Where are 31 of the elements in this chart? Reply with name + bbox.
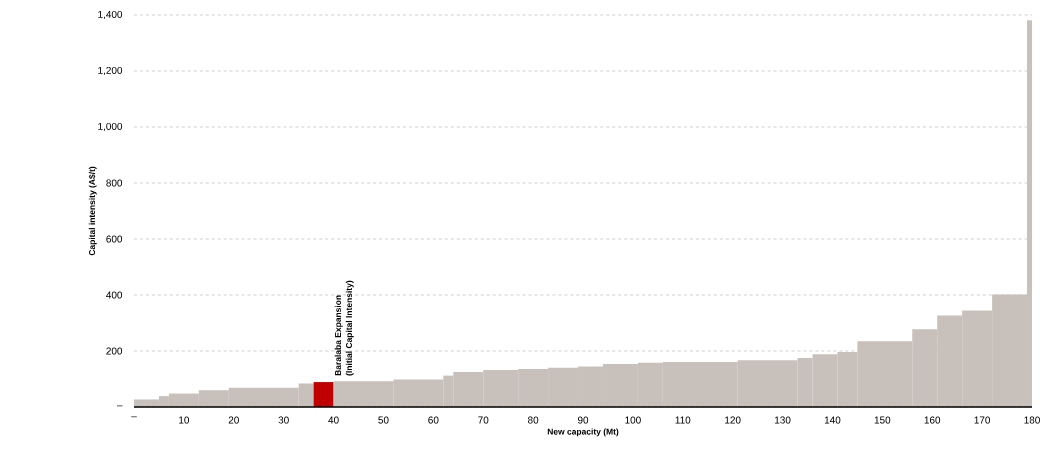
annotation: (Initial Capital Intensity)	[345, 280, 354, 376]
x-axis-title: New capacity (Mt)	[547, 428, 619, 437]
x-tick-label: 80	[528, 416, 539, 424]
x-tick-label: –	[131, 416, 137, 418]
x-tick-label: 170	[974, 416, 991, 424]
y-tick-label: –	[116, 405, 123, 407]
x-tick-label: 70	[478, 416, 489, 424]
x-tick-label: 140	[824, 416, 841, 424]
y-tick-label: 1,400	[98, 10, 123, 20]
y-tick-label: 1,200	[98, 66, 123, 76]
x-tick-label: 10	[179, 416, 190, 424]
annotation: Baralaba Expansion	[334, 295, 343, 376]
x-tick-label: 20	[228, 416, 239, 424]
x-tick-label: 40	[328, 416, 339, 424]
x-tick-label: 120	[725, 416, 741, 424]
x-tick-label: 90	[577, 416, 589, 424]
x-tick-label: 50	[378, 416, 389, 424]
y-tick-label: 600	[106, 235, 123, 243]
x-tick-label: 130	[775, 416, 791, 424]
x-tick-label: 180	[1024, 416, 1040, 424]
x-tick-label: 160	[924, 416, 941, 424]
x-tick-label: 60	[428, 416, 439, 424]
y-axis-title: Capital intensity (A$/t)	[88, 166, 97, 256]
x-tick-label: 100	[625, 416, 641, 424]
y-tick-label: 1,000	[98, 122, 123, 132]
y-tick-label: 800	[106, 179, 123, 187]
x-tick-label: 150	[874, 416, 891, 424]
y-tick-label: 400	[106, 291, 123, 299]
x-tick-label: 110	[675, 416, 691, 424]
y-tick-label: 200	[106, 347, 123, 355]
x-tick-label: 30	[278, 416, 289, 424]
